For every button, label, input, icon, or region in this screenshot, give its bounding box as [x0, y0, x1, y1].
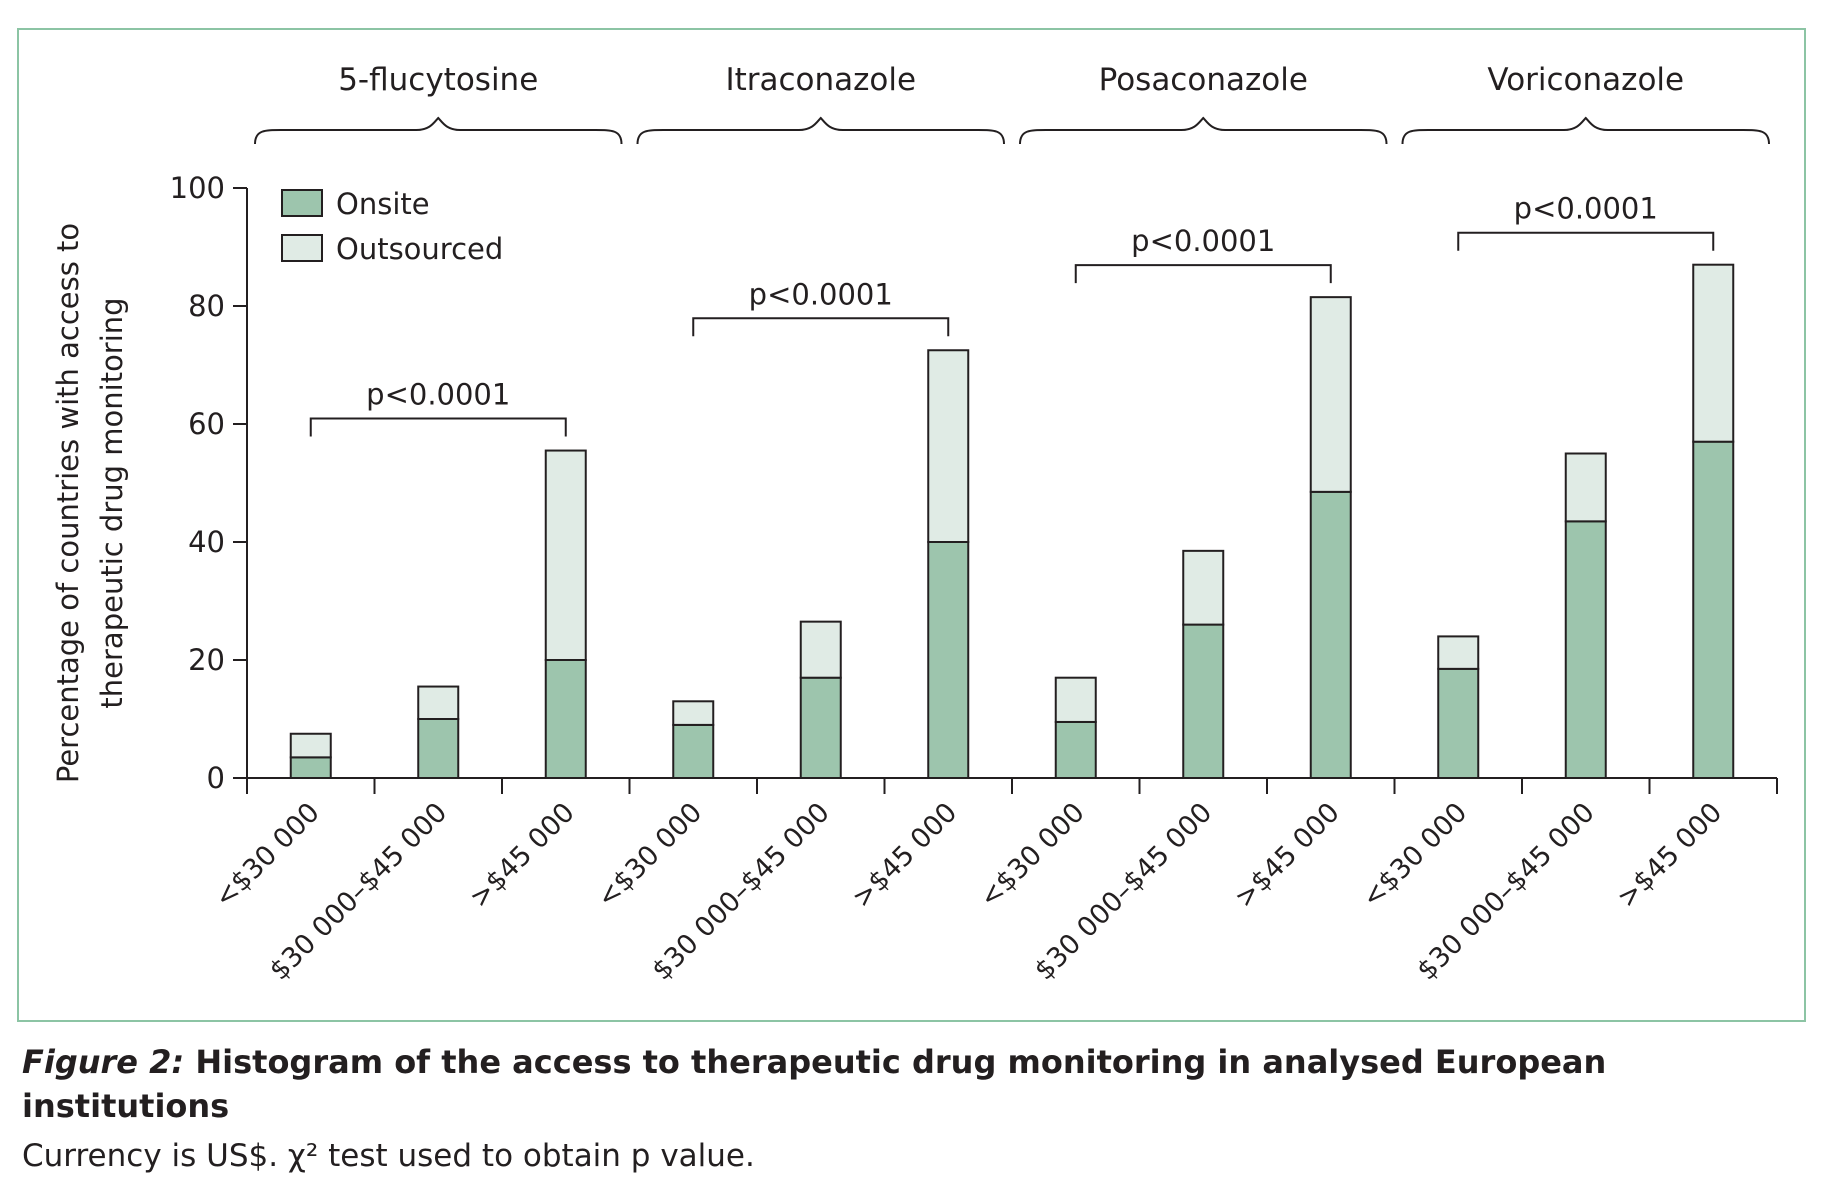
group-brace: [636, 116, 1005, 145]
y-tick-label: 80: [188, 289, 225, 323]
bar-outsourced: [1692, 263, 1735, 443]
legend-swatch-onsite: [281, 189, 323, 217]
x-tick-label: >$45 000: [1229, 797, 1346, 914]
p-value-label: p<0.0001: [366, 378, 510, 412]
p-value-label: p<0.0001: [1514, 192, 1658, 226]
legend-label-outsourced: Outsourced: [336, 232, 503, 266]
bar-onsite: [1564, 520, 1607, 779]
bar-onsite: [1309, 490, 1352, 779]
bar-onsite: [927, 541, 970, 779]
significance-bracket: [1074, 264, 1332, 284]
x-tick-label: <$30 000: [591, 797, 708, 914]
bar-onsite: [1437, 667, 1480, 779]
bar-outsourced: [1054, 676, 1097, 723]
significance-bracket: [692, 317, 950, 337]
significance-bracket: [309, 417, 567, 437]
x-tick-label: >$45 000: [464, 797, 581, 914]
bar-outsourced: [1309, 296, 1352, 493]
caption-title: Figure 2: Histogram of the access to the…: [22, 1040, 1802, 1128]
x-tick-label: >$45 000: [1611, 797, 1728, 914]
y-tick-label: 0: [207, 761, 225, 795]
legend-label-onsite: Onsite: [336, 187, 430, 221]
bar-onsite: [289, 756, 332, 779]
p-value-label: p<0.0001: [1131, 224, 1275, 258]
bar-onsite: [1182, 623, 1225, 779]
caption-title-text: Histogram of the access to therapeutic d…: [22, 1043, 1607, 1125]
x-tick-label: >$45 000: [846, 797, 963, 914]
bar-onsite: [799, 676, 842, 780]
caption-note: Currency is US$. χ² test used to obtain …: [22, 1138, 755, 1174]
bar-outsourced: [799, 620, 842, 679]
bar-outsourced: [289, 732, 332, 759]
bar-onsite: [1692, 440, 1735, 779]
bar-onsite: [544, 659, 587, 779]
bar-outsourced: [1437, 635, 1480, 670]
bar-outsourced: [1182, 549, 1225, 626]
group-label-itraconazole: Itraconazole: [725, 62, 916, 98]
legend-swatch-outsourced: [281, 234, 323, 262]
bar-outsourced: [672, 700, 715, 726]
group-brace: [1019, 116, 1388, 145]
bar-onsite: [672, 723, 715, 780]
caption-figure-label: Figure 2:: [22, 1043, 185, 1081]
y-axis-label-line-2: therapeutic drug monitoring: [95, 297, 129, 708]
group-brace: [254, 116, 623, 145]
bar-outsourced: [417, 685, 460, 720]
figure-caption: Figure 2: Histogram of the access to the…: [22, 1040, 1802, 1180]
y-tick-label: 60: [188, 407, 225, 441]
bar-onsite: [1054, 720, 1097, 780]
y-tick-label: 40: [188, 525, 225, 559]
significance-bracket: [1457, 231, 1715, 251]
group-label-voriconazole: Voriconazole: [1487, 62, 1684, 98]
y-axis-label: Percentage of countries with access to: [51, 223, 85, 783]
y-tick-label: 100: [170, 171, 225, 205]
bar-onsite: [417, 718, 460, 779]
p-value-label: p<0.0001: [749, 277, 893, 311]
x-tick-label: <$30 000: [209, 797, 326, 914]
bar-outsourced: [544, 449, 587, 661]
x-tick-label: <$30 000: [974, 797, 1091, 914]
bar-outsourced: [927, 349, 970, 543]
group-label-posaconazole: Posaconazole: [1099, 62, 1308, 98]
chart: 0 20 40 60 80 100 Percentage of countries with…: [51, 62, 1778, 986]
y-tick-label: 20: [188, 643, 225, 677]
x-tick-label: <$30 000: [1356, 797, 1473, 914]
bar-outsourced: [1564, 452, 1607, 523]
group-label-5-flucytosine: 5-flucytosine: [338, 62, 538, 98]
group-brace: [1401, 116, 1770, 145]
